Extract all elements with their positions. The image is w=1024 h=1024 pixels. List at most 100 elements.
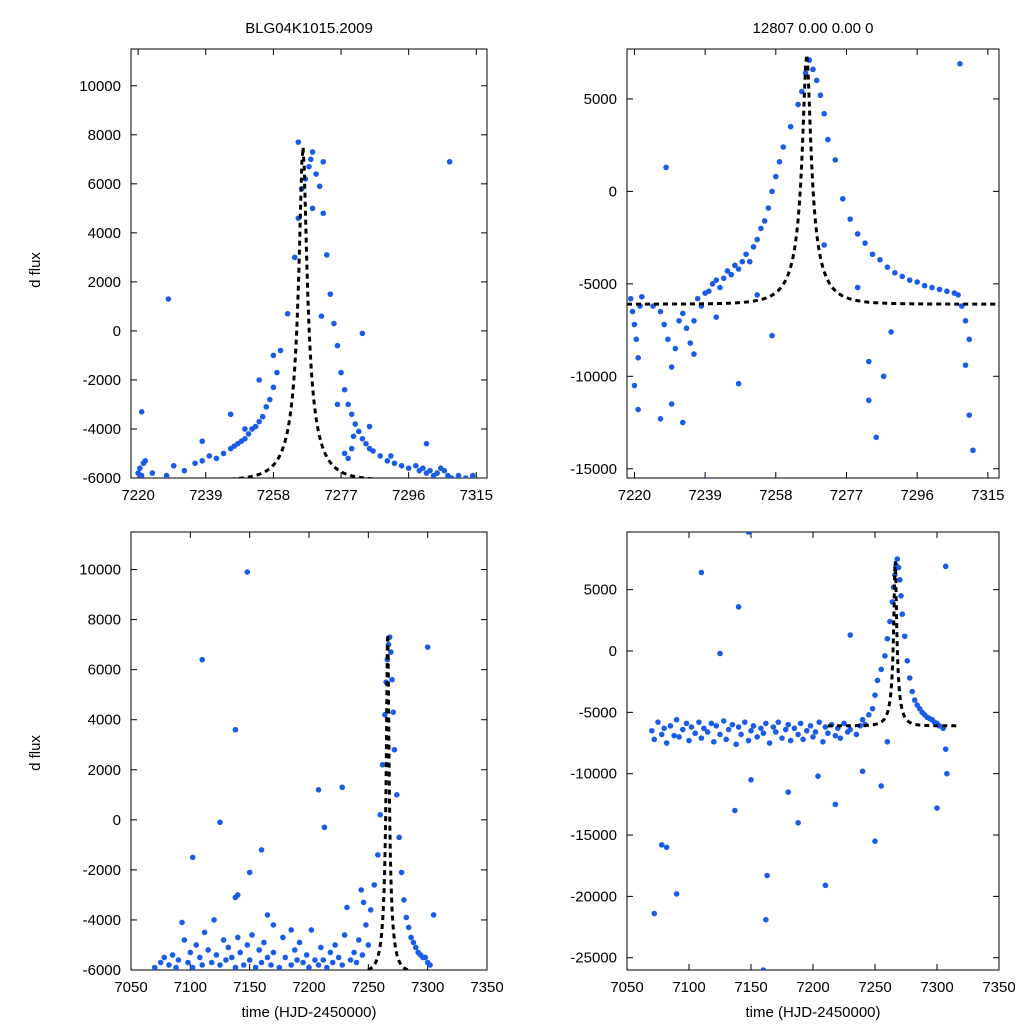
data-point: [229, 954, 235, 961]
y-tick-label: -4000: [83, 421, 121, 438]
data-point: [720, 275, 727, 282]
data-point: [680, 310, 686, 317]
data-point: [377, 453, 384, 459]
data-point: [909, 688, 915, 695]
data-point: [291, 254, 298, 261]
data-point: [258, 959, 265, 966]
data-point: [661, 725, 667, 732]
data-point: [334, 401, 341, 408]
data-point: [680, 419, 686, 426]
data-point: [413, 462, 419, 469]
data-point: [742, 719, 748, 725]
y-tick-label: -10000: [570, 766, 617, 783]
x-tick-label: 7050: [114, 979, 147, 996]
data-point: [962, 318, 969, 324]
data-point: [179, 919, 185, 926]
data-point: [878, 783, 884, 789]
data-point: [683, 720, 690, 727]
y-tick-label: 8000: [88, 612, 121, 629]
data-point: [795, 819, 801, 826]
data-point: [760, 730, 767, 737]
data-point: [352, 421, 359, 427]
data-point: [878, 666, 884, 673]
data-point: [776, 158, 783, 165]
data-point: [258, 847, 265, 853]
data-point: [166, 962, 172, 968]
data-point: [161, 954, 168, 961]
data-point: [382, 711, 388, 718]
data-point: [388, 649, 394, 655]
data-point: [822, 882, 829, 889]
y-tick-label: 10000: [79, 562, 121, 579]
data-point: [434, 470, 440, 476]
data-point: [832, 157, 839, 163]
data-point: [413, 944, 419, 951]
y-tick-label: -5000: [579, 704, 617, 721]
data-point: [812, 729, 819, 735]
data-point: [390, 709, 397, 716]
data-point: [295, 139, 302, 145]
data-point: [711, 738, 717, 745]
panels: 7220 7239 7258 7277 7296 7315-6000-4000-20000…: [79, 48, 1016, 996]
data-point: [408, 934, 414, 941]
plot-frame: [626, 531, 1000, 971]
data-point: [341, 450, 348, 457]
x-tick-label: 7150: [233, 979, 266, 996]
data-point: [366, 423, 373, 430]
data-point: [264, 954, 271, 961]
data-point: [687, 340, 694, 346]
data-point: [847, 726, 853, 733]
data-point: [370, 448, 376, 454]
data-points: [649, 532, 950, 970]
data-point: [441, 467, 448, 474]
data-point: [663, 844, 670, 851]
data-point: [137, 465, 143, 471]
data-point: [691, 351, 697, 357]
data-point: [334, 342, 341, 349]
data-point: [331, 320, 337, 327]
data-point: [665, 336, 671, 343]
data-point: [667, 723, 674, 729]
data-point: [854, 231, 861, 237]
data-point: [270, 352, 277, 359]
data-point: [847, 632, 853, 638]
data-point: [764, 872, 770, 879]
data-point: [758, 725, 764, 732]
data-point: [899, 273, 906, 280]
data-point: [237, 949, 243, 956]
data-point: [274, 369, 280, 376]
data-point: [633, 336, 640, 343]
data-point: [668, 401, 675, 407]
data-point: [723, 736, 729, 743]
data-point: [245, 431, 252, 437]
data-point: [455, 472, 462, 478]
data-point: [324, 252, 330, 258]
data-point: [686, 737, 692, 744]
y-tick-label: 6000: [88, 176, 121, 193]
data-point: [359, 952, 366, 958]
data-point: [197, 954, 203, 961]
data-point: [668, 364, 675, 370]
data-point: [817, 92, 824, 99]
data-point: [887, 618, 893, 625]
data-point: [235, 934, 241, 941]
model-curve: [627, 54, 999, 306]
data-point: [854, 284, 861, 291]
data-point: [403, 914, 410, 921]
data-point: [405, 924, 412, 931]
data-point: [882, 653, 888, 659]
data-point: [688, 724, 695, 730]
data-point: [906, 675, 913, 681]
plot-frame: [130, 48, 488, 479]
y-tick-label: 6000: [88, 662, 121, 679]
y-tick-label: -2000: [83, 372, 121, 389]
data-points: [135, 139, 476, 478]
data-point: [782, 726, 789, 733]
x-tick-label: 7050: [610, 979, 643, 996]
data-point: [280, 934, 286, 941]
data-point: [698, 735, 705, 741]
data-point: [294, 957, 300, 963]
data-point: [895, 564, 902, 571]
data-point: [379, 761, 386, 768]
